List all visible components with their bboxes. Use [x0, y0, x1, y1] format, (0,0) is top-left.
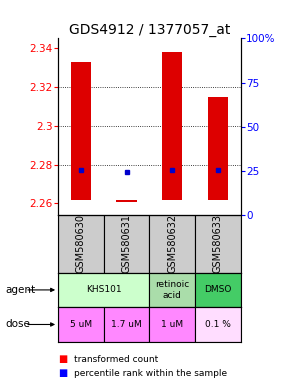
Bar	[58, 307, 104, 342]
Bar	[104, 307, 149, 342]
Bar	[149, 215, 195, 273]
Bar	[58, 273, 149, 307]
Text: percentile rank within the sample: percentile rank within the sample	[74, 369, 227, 378]
Text: ■: ■	[58, 354, 67, 364]
Text: 0.1 %: 0.1 %	[205, 320, 231, 329]
Bar	[58, 215, 104, 273]
Bar	[162, 52, 182, 200]
Bar	[208, 97, 228, 200]
Text: 1 uM: 1 uM	[161, 320, 183, 329]
Text: retinoic
acid: retinoic acid	[155, 280, 189, 300]
Text: DMSO: DMSO	[204, 285, 231, 295]
Text: KHS101: KHS101	[86, 285, 122, 295]
Text: agent: agent	[6, 285, 36, 295]
Bar	[149, 307, 195, 342]
Text: ■: ■	[58, 368, 67, 378]
Text: GSM580630: GSM580630	[76, 214, 86, 273]
Bar	[195, 215, 241, 273]
Bar	[116, 200, 137, 202]
Text: dose: dose	[6, 319, 31, 329]
Text: GSM580632: GSM580632	[167, 214, 177, 273]
Bar	[195, 273, 241, 307]
Text: GSM580631: GSM580631	[122, 214, 131, 273]
Bar	[195, 307, 241, 342]
Text: GSM580633: GSM580633	[213, 214, 223, 273]
Bar	[70, 62, 91, 200]
Text: transformed count: transformed count	[74, 354, 158, 364]
Bar	[104, 215, 149, 273]
Text: 5 uM: 5 uM	[70, 320, 92, 329]
Text: 1.7 uM: 1.7 uM	[111, 320, 142, 329]
Title: GDS4912 / 1377057_at: GDS4912 / 1377057_at	[69, 23, 230, 37]
Bar	[149, 273, 195, 307]
